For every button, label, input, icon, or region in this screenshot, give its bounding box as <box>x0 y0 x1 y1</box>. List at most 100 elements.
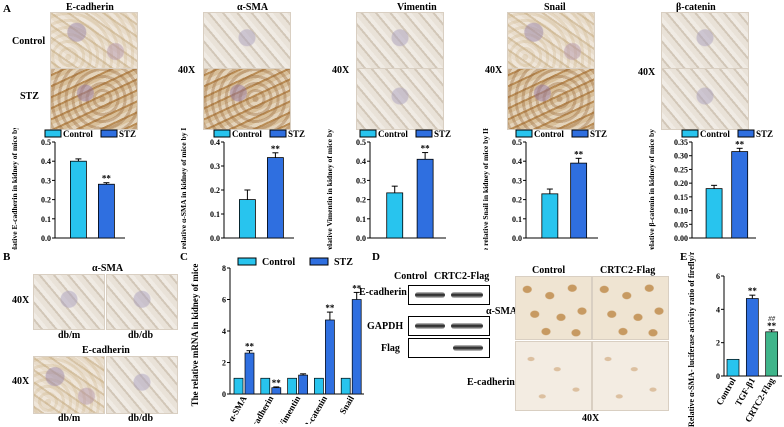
y-tick-label: 0.30 <box>674 152 688 161</box>
y-tick-label: 2 <box>716 339 720 348</box>
if-column-control: Control <box>532 265 566 276</box>
column-label-db-m: db/m <box>58 330 81 341</box>
bar-control <box>386 192 404 239</box>
y-tick-label: 0.5 <box>356 138 366 147</box>
bar-chart-vimentin: 0.0 0.1 0.2 0.3 0.4 0.5 Control STZ** The relati… <box>325 128 451 250</box>
ihc-image-e-cadherin-db-db <box>106 356 178 414</box>
significance-mark: ** <box>272 378 282 388</box>
y-tick-label: 0.2 <box>512 196 522 205</box>
magnification-label: 40X <box>638 67 656 78</box>
bar-0 <box>726 358 740 377</box>
ihc-image-alpha-sma-stz <box>203 68 291 130</box>
ihc-image-snail-control <box>507 12 595 69</box>
panel-letter-c: C <box>180 251 188 263</box>
magnification-label: 40X <box>12 295 30 306</box>
y-axis-label: The relative Snail in kidney of mice by … <box>481 128 490 250</box>
bar-control <box>314 377 324 395</box>
bar-stz <box>271 387 282 395</box>
bar-stz <box>325 319 335 395</box>
ihc-image-snail-stz <box>507 68 595 130</box>
y-tick-label: 0.1 <box>512 215 522 224</box>
y-axis-label: The relative α-SMA in kidney of mice by … <box>179 128 188 250</box>
ihc-image-e-cadherin-db-m <box>33 356 105 414</box>
y-tick-label: 0.0 <box>210 234 220 243</box>
ihc-image-beta-catenin-stz <box>661 68 749 130</box>
if-image-alpha-sma-crtc2-flag <box>592 276 669 340</box>
stain-title-snail: Snail <box>544 2 566 13</box>
legend-swatch-stz <box>309 257 329 266</box>
y-tick-label: 0 <box>222 390 226 399</box>
significance-mark: ** <box>767 321 777 331</box>
column-label-db-db: db/db <box>128 330 154 341</box>
x-tick-label: β-catenin <box>303 394 330 424</box>
significance-mark-2: ## <box>768 315 776 323</box>
bar-chart-luciferase: 0246Control**TGF-β1**##CRTC2-FlagRelativ… <box>687 252 782 427</box>
bar-stz <box>416 158 434 239</box>
y-tick-label: 0.2 <box>41 196 51 205</box>
y-tick-label: 8 <box>222 264 226 273</box>
legend-label-control: Control <box>534 129 564 139</box>
legend-label-control: Control <box>262 257 295 268</box>
column-label-db-m: db/m <box>58 413 81 424</box>
bar-stz <box>731 151 749 239</box>
legend-swatch-stz <box>571 129 589 138</box>
legend-swatch-control <box>237 257 257 266</box>
y-tick-label: 0 <box>716 372 720 381</box>
legend-swatch-control <box>213 129 231 138</box>
y-tick-label: 0.15 <box>674 193 688 202</box>
bar-control <box>705 188 723 239</box>
legend-label-control: Control <box>700 129 730 139</box>
panel-letter-e: E <box>680 251 688 263</box>
significance-mark: ** <box>748 286 758 296</box>
y-tick-label: 0.2 <box>356 196 366 205</box>
bar-stz <box>244 352 255 395</box>
bar-1 <box>745 298 759 377</box>
y-tick-label: 0.3 <box>210 162 220 171</box>
magnification-label: 40X <box>485 65 503 76</box>
ihc-image-vimentin-stz <box>356 68 444 130</box>
ihc-image-alpha-sma-db-m <box>33 274 105 330</box>
bar-stz <box>570 162 588 239</box>
y-tick-label: 0.3 <box>356 176 366 185</box>
bar-control <box>541 193 559 239</box>
bar-stz <box>298 374 308 395</box>
y-tick-label: 0.0 <box>41 234 51 243</box>
legend-swatch-stz <box>269 129 287 138</box>
panel-letter-d: D <box>372 251 380 263</box>
blot-column-crtc2-flag: CRTC2-Flag <box>434 271 490 282</box>
y-tick-label: 4 <box>222 327 226 336</box>
significance-mark: ** <box>352 283 362 293</box>
bar-stz <box>98 183 115 239</box>
legend-label-stz: STZ <box>334 257 353 268</box>
ihc-image-vimentin-control <box>356 12 444 69</box>
legend-label-stz: STZ <box>288 129 305 139</box>
y-tick-label: 0.00 <box>674 234 688 243</box>
legend-label-control: Control <box>232 129 262 139</box>
stain-title-vimentin: Vimentin <box>397 2 437 13</box>
significance-mark: ** <box>421 144 431 154</box>
column-label-db-db: db/db <box>128 413 154 424</box>
legend-swatch-control <box>515 129 533 138</box>
if-row-e-cadherin: E-cadherin <box>467 377 515 388</box>
bar-control <box>260 377 271 395</box>
x-tick-label: Snail <box>338 394 357 416</box>
bar-stz <box>267 157 284 239</box>
y-tick-label: 0.4 <box>210 138 220 147</box>
ihc-image-e-cadherin-stz <box>50 68 138 130</box>
legend-label-control: Control <box>378 129 408 139</box>
x-tick-label: α-SMA <box>226 394 249 424</box>
y-tick-label: 0.1 <box>41 215 51 224</box>
y-axis-label: The relative β-catenin in kidney of mice… <box>647 128 656 250</box>
bar-control <box>239 199 256 239</box>
y-tick-label: 0.0 <box>356 234 366 243</box>
y-tick-label: 0.1 <box>210 210 220 219</box>
stain-title-alpha-sma: α-SMA <box>92 263 124 274</box>
blot-label-e-cadherin: E-cadherin <box>359 287 407 298</box>
ihc-image-alpha-sma-db-db <box>106 274 178 330</box>
x-tick-label: Vimentin <box>276 394 302 424</box>
y-axis-label: The relative mRNA in kidney of mice <box>190 264 200 407</box>
significance-mark: ** <box>245 342 255 352</box>
bar-chart-beta-catenin: 0.00 0.05 0.10 0.15 0.20 0.25 0.30 0.35 Control S… <box>647 128 773 250</box>
y-tick-label: 0.2 <box>210 186 220 195</box>
magnification-label: 40X <box>12 376 30 387</box>
